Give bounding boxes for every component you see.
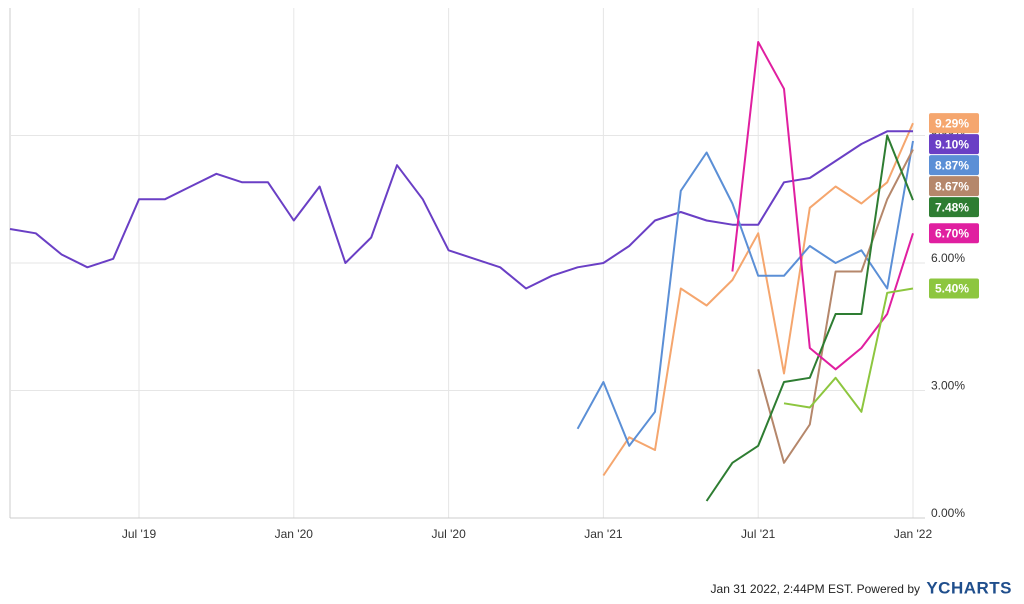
series-line: [783, 287, 914, 413]
series-line: [9, 130, 913, 290]
series-line: [757, 149, 914, 464]
x-tick-label: Jul '20: [431, 527, 466, 541]
footer: Jan 31 2022, 2:44PM EST. Powered by: [711, 582, 920, 596]
x-tick-label: Jul '19: [122, 527, 157, 541]
value-label: 5.40%: [935, 282, 969, 296]
value-label: 8.67%: [935, 179, 969, 193]
value-label: 9.29%: [935, 116, 969, 130]
series-line: [576, 140, 914, 447]
brand: YCHARTS: [926, 578, 1012, 597]
x-tick-label: Jan '20: [275, 527, 314, 541]
value-label: 9.10%: [935, 137, 969, 151]
value-label-box: [929, 176, 979, 197]
x-tick-label: Jan '21: [584, 527, 623, 541]
value-label-box: [929, 197, 979, 218]
value-label-box: [929, 113, 979, 134]
series-line: [705, 134, 914, 502]
series-line: [731, 41, 914, 371]
series-line: [602, 122, 914, 477]
value-label-box: [929, 155, 979, 176]
value-label-box: [929, 223, 979, 244]
value-label-box: [929, 134, 979, 155]
value-label: 8.87%: [935, 158, 969, 172]
x-tick-label: Jul '21: [741, 527, 776, 541]
y-tick-label: 0.00%: [931, 506, 965, 520]
value-label-box: [929, 278, 979, 299]
x-tick-label: Jan '22: [894, 527, 933, 541]
value-label: 6.70%: [935, 226, 969, 240]
value-label: 7.48%: [935, 200, 969, 214]
y-tick-label: 3.00%: [931, 379, 965, 393]
y-tick-label: 6.00%: [931, 251, 965, 265]
